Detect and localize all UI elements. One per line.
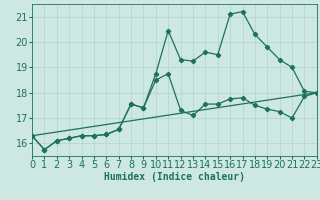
X-axis label: Humidex (Indice chaleur): Humidex (Indice chaleur) — [104, 172, 245, 182]
